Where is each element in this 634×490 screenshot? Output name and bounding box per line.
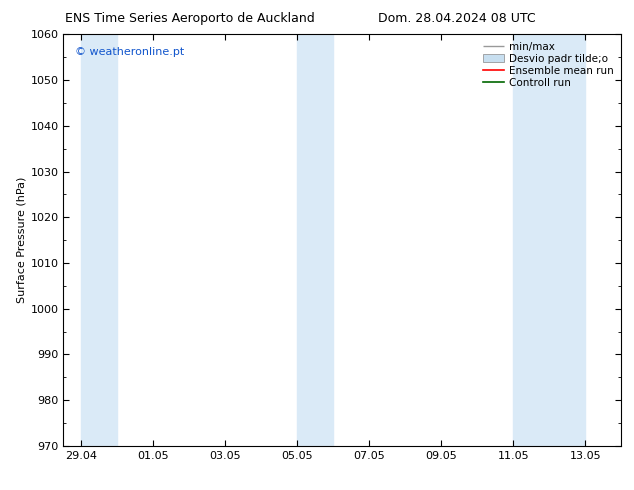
Bar bbox=[81, 34, 117, 446]
Y-axis label: Surface Pressure (hPa): Surface Pressure (hPa) bbox=[16, 177, 26, 303]
Legend: min/max, Desvio padr tilde;o, Ensemble mean run, Controll run: min/max, Desvio padr tilde;o, Ensemble m… bbox=[481, 40, 616, 90]
Text: ENS Time Series Aeroporto de Auckland: ENS Time Series Aeroporto de Auckland bbox=[65, 12, 315, 25]
Text: Dom. 28.04.2024 08 UTC: Dom. 28.04.2024 08 UTC bbox=[378, 12, 535, 25]
Bar bbox=[514, 34, 585, 446]
Bar bbox=[297, 34, 333, 446]
Text: © weatheronline.pt: © weatheronline.pt bbox=[75, 47, 184, 57]
